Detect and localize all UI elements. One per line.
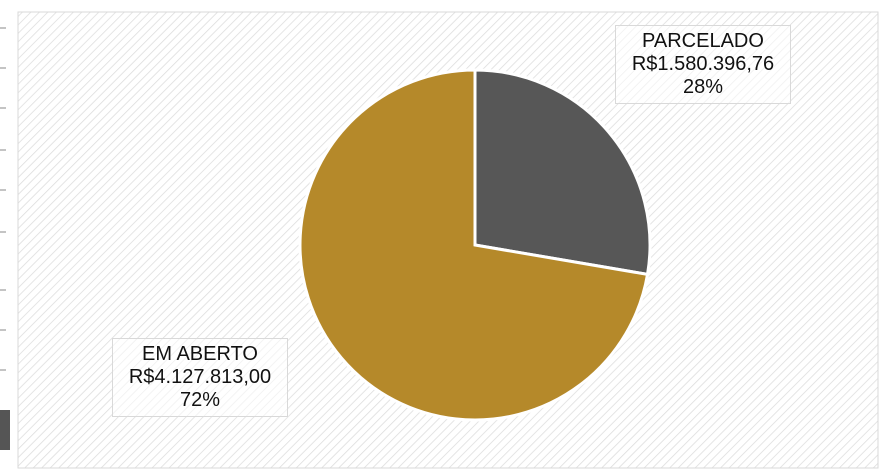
pie-slice (473, 68, 652, 277)
side-block (0, 410, 10, 450)
label-name: EM ABERTO (142, 343, 258, 365)
label-percent: 28% (682, 76, 724, 98)
pie-slice (298, 68, 650, 422)
label-value: R$4.127.813,00 (128, 366, 272, 388)
data-label: PARCELADO R$1.580.396,76 28% (615, 25, 791, 104)
label-percent: 72% (179, 389, 221, 411)
label-name: PARCELADO (642, 30, 764, 52)
data-label: EM ABERTO R$4.127.813,00 72% (112, 338, 288, 417)
side-fragments (0, 27, 6, 371)
label-value: R$1.580.396,76 (631, 53, 775, 75)
